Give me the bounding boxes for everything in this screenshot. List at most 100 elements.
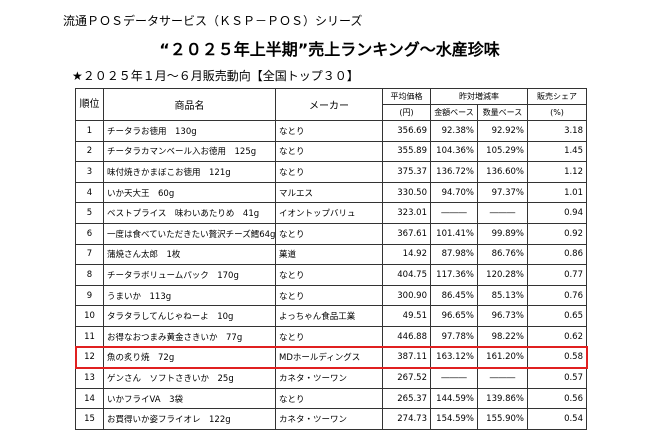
product: ベストプライス 味わいあたりめ 41g: [103, 202, 276, 224]
share: 0.86: [527, 243, 587, 266]
product: うまいか 113g: [103, 284, 276, 307]
col-share-unit: (%): [527, 104, 587, 121]
maker: なとり: [275, 325, 383, 348]
quantity-growth: 98.22%: [477, 325, 528, 348]
product: 蒲焼さん太郎 1枚: [103, 243, 276, 266]
table-row: 13 ゲンさん ソフトさきいか 25g カネタ・ツーワン 267.52 ――― ――― 0.…: [75, 367, 587, 389]
table-row: 5 ベストプライス 味わいあたりめ 41g イオントップバリュ 323.01 ――― ――…: [75, 202, 587, 224]
maker: カネタ・ツーワン: [275, 408, 383, 430]
maker: マルエス: [275, 181, 383, 204]
col-product: 商品名: [103, 88, 276, 121]
amount-growth: 101.41%: [430, 222, 478, 245]
maker: 菓道: [275, 243, 383, 266]
maker: よっちゃん食品工業: [275, 305, 383, 327]
col-amount: 金額ベース: [430, 104, 478, 121]
quantity-growth: ―――: [477, 367, 528, 389]
subtitle: ★２０２５年１月～６月販売動向【全国トップ３０】: [72, 69, 359, 83]
maker: なとり: [275, 222, 383, 245]
rank: 15: [75, 408, 104, 430]
quantity-growth: 97.37%: [477, 181, 528, 204]
col-price: 平均価格: [382, 88, 431, 105]
share: 0.57: [527, 367, 587, 389]
product: タラタラしてんじゃねーよ 10g: [103, 305, 276, 327]
maker: イオントップバリュ: [275, 202, 383, 224]
table-row: 2 チータラカマンベール入お徳用 125g なとり 355.89 104.36% 105.…: [75, 140, 587, 163]
maker: MDホールディングス: [275, 346, 383, 369]
rank: 11: [75, 325, 104, 348]
ranking-table: 順位 商品名 メーカー 平均価格 昨対増減率 販売シェア (円) 金額ベース 数…: [74, 88, 588, 430]
price: 356.69: [382, 120, 431, 142]
rank: 12: [75, 346, 104, 369]
product: 味付焼きかまぼこお徳用 121g: [103, 161, 276, 183]
quantity-growth: ―――: [477, 202, 528, 224]
rank: 10: [75, 305, 104, 327]
price: 14.92: [382, 243, 431, 266]
amount-growth: 86.45%: [430, 284, 478, 307]
price: 300.90: [382, 284, 431, 307]
product: お買得いか姿フライオレ 122g: [103, 408, 276, 430]
amount-growth: 87.98%: [430, 243, 478, 266]
price: 330.50: [382, 181, 431, 204]
amount-growth: 154.59%: [430, 408, 478, 430]
share: 0.94: [527, 202, 587, 224]
product: 魚の炙り焼 72g: [103, 346, 276, 369]
product: お得なおつまみ黄金さきいか 77g: [103, 325, 276, 348]
share: 0.62: [527, 325, 587, 348]
quantity-growth: 105.29%: [477, 140, 528, 163]
share: 0.54: [527, 408, 587, 430]
maker: なとり: [275, 120, 383, 142]
maker: なとり: [275, 140, 383, 163]
col-maker: メーカー: [275, 88, 383, 121]
rank: 1: [75, 120, 104, 142]
price: 387.11: [382, 346, 431, 369]
maker: なとり: [275, 264, 383, 286]
quantity-growth: 96.73%: [477, 305, 528, 327]
product: ゲンさん ソフトさきいか 25g: [103, 367, 276, 389]
product: チータラカマンベール入お徳用 125g: [103, 140, 276, 163]
col-share: 販売シェア: [527, 88, 587, 105]
maker: なとり: [275, 387, 383, 410]
product: チータラボリュームパック 170g: [103, 264, 276, 286]
quantity-growth: 85.13%: [477, 284, 528, 307]
table-row: 14 いかフライVA 3袋 なとり 265.37 144.59% 139.86% 0.56: [75, 387, 587, 410]
quantity-growth: 92.92%: [477, 120, 528, 142]
rank: 14: [75, 387, 104, 410]
table-row: 3 味付焼きかまぼこお徳用 121g なとり 375.37 136.72% 136.60%…: [75, 161, 587, 183]
amount-growth: 163.12%: [430, 346, 478, 369]
col-growth: 昨対増減率: [430, 88, 528, 105]
rank: 2: [75, 140, 104, 163]
quantity-growth: 86.76%: [477, 243, 528, 266]
share: 1.01: [527, 181, 587, 204]
table-body: 1 チータラお徳用 130g なとり 356.69 92.38% 92.92% 3.18 2 チ…: [74, 120, 588, 430]
amount-growth: 97.78%: [430, 325, 478, 348]
table-row: 10 タラタラしてんじゃねーよ 10g よっちゃん食品工業 49.51 96.65% 96…: [75, 305, 587, 327]
share: 1.45: [527, 140, 587, 163]
share: 0.58: [527, 346, 587, 369]
col-quantity: 数量ベース: [477, 104, 528, 121]
rank: 13: [75, 367, 104, 389]
share: 0.77: [527, 264, 587, 286]
share: 0.56: [527, 387, 587, 410]
table-row: 15 お買得いか姿フライオレ 122g カネタ・ツーワン 274.73 154.59% 1…: [75, 408, 587, 430]
rank: 8: [75, 264, 104, 286]
quantity-growth: 139.86%: [477, 387, 528, 410]
share: 0.92: [527, 222, 587, 245]
col-price-unit: (円): [382, 104, 431, 121]
maker: なとり: [275, 284, 383, 307]
table-row: 12 魚の炙り焼 72g MDホールディングス 387.11 163.12% 161.20…: [74, 346, 588, 369]
table-row: 7 蒲焼さん太郎 1枚 菓道 14.92 87.98% 86.76% 0.86: [75, 243, 587, 266]
rank: 5: [75, 202, 104, 224]
share: 1.12: [527, 161, 587, 183]
price: 375.37: [382, 161, 431, 183]
rank: 3: [75, 161, 104, 183]
quantity-growth: 155.90%: [477, 408, 528, 430]
table-row: 8 チータラボリュームパック 170g なとり 404.75 117.36% 120.28…: [75, 264, 587, 286]
rank: 7: [75, 243, 104, 266]
maker: なとり: [275, 161, 383, 183]
quantity-growth: 120.28%: [477, 264, 528, 286]
amount-growth: ―――: [430, 367, 478, 389]
series-name: 流通ＰＯＳデータサービス（ＫＳＰ－ＰＯＳ）シリーズ: [63, 14, 363, 28]
share: 0.76: [527, 284, 587, 307]
price: 404.75: [382, 264, 431, 286]
